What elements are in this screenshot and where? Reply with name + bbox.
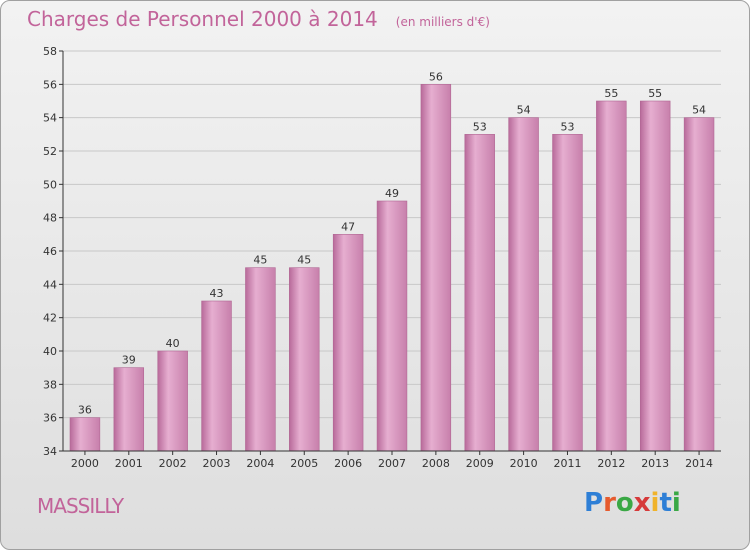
bar	[552, 134, 583, 452]
bar-value-label: 45	[297, 254, 311, 267]
logo-letter: i	[671, 488, 681, 518]
y-tick-label: 44	[43, 278, 57, 291]
bar-value-label: 53	[560, 120, 574, 133]
bar-value-label: 54	[692, 104, 706, 117]
bars	[69, 84, 715, 452]
y-tick-label: 50	[43, 178, 57, 191]
y-tick-label: 34	[43, 445, 57, 458]
y-tick-label: 42	[43, 312, 57, 325]
x-tick-label: 2014	[685, 457, 713, 470]
x-tick-label: 2005	[290, 457, 318, 470]
y-tick-label: 56	[43, 78, 57, 91]
bar-value-label: 43	[210, 287, 224, 300]
bar	[639, 100, 671, 452]
x-tick-label: 2004	[246, 457, 274, 470]
x-tick-label: 2001	[115, 457, 143, 470]
x-tick-label: 2013	[641, 457, 669, 470]
x-tick-label: 2008	[422, 457, 450, 470]
x-tick-label: 2012	[597, 457, 625, 470]
bar	[508, 117, 539, 452]
axes	[59, 50, 721, 455]
logo-letter: P	[584, 488, 604, 518]
bar-value-label: 55	[648, 87, 662, 100]
logo-letter: t	[659, 488, 672, 518]
bar	[332, 234, 364, 452]
bar-value-label: 39	[122, 354, 136, 367]
y-tick-label: 58	[43, 45, 57, 58]
bar	[289, 267, 320, 452]
bar-value-label: 40	[166, 337, 180, 350]
bar	[245, 267, 276, 452]
bar	[464, 134, 495, 452]
y-tick-label: 40	[43, 345, 57, 358]
logo-letter: x	[633, 488, 651, 518]
bar	[113, 367, 145, 452]
x-tick-label: 2002	[159, 457, 187, 470]
y-tick-label: 36	[43, 412, 57, 425]
x-tick-label: 2000	[71, 457, 99, 470]
logo-letter: i	[650, 488, 660, 518]
bar-value-label: 56	[429, 70, 443, 83]
chart-subtitle: (en milliers d'€)	[395, 15, 490, 29]
x-tick-label: 2003	[203, 457, 231, 470]
bar-value-label: 55	[604, 87, 618, 100]
x-tick-label: 2009	[466, 457, 494, 470]
x-tick-label: 2006	[334, 457, 362, 470]
y-tick-label: 52	[43, 145, 57, 158]
bar	[201, 300, 232, 452]
bar-value-label: 36	[78, 404, 92, 417]
y-tick-label: 54	[43, 112, 57, 125]
chart-title: Charges de Personnel 2000 à 2014	[27, 7, 378, 31]
title-row: Charges de Personnel 2000 à 2014 (en mil…	[27, 7, 490, 31]
x-tick-label: 2011	[553, 457, 581, 470]
bar	[376, 200, 408, 452]
labels: 34 36 38 40 42 44 46 48 50 52 54 56 58 36 2000 39 2001 40…	[43, 45, 713, 470]
y-tick-label: 48	[43, 212, 57, 225]
bar	[157, 350, 188, 452]
logo-letter: o	[615, 488, 634, 518]
bar-value-label: 53	[473, 120, 487, 133]
bar	[420, 84, 452, 452]
bar-value-label: 54	[517, 104, 531, 117]
place-name: MASSILLY	[37, 494, 124, 518]
logo-letter: r	[603, 488, 616, 518]
bar-value-label: 49	[385, 187, 399, 200]
x-tick-label: 2007	[378, 457, 406, 470]
bar	[69, 417, 101, 452]
y-tick-label: 38	[43, 378, 57, 391]
y-tick-label: 46	[43, 245, 57, 258]
bar	[683, 117, 715, 452]
x-tick-label: 2010	[510, 457, 538, 470]
bar-value-label: 45	[253, 254, 267, 267]
proxiti-logo: Proxiti	[584, 488, 681, 518]
bar	[596, 100, 627, 452]
bar-value-label: 47	[341, 220, 355, 233]
